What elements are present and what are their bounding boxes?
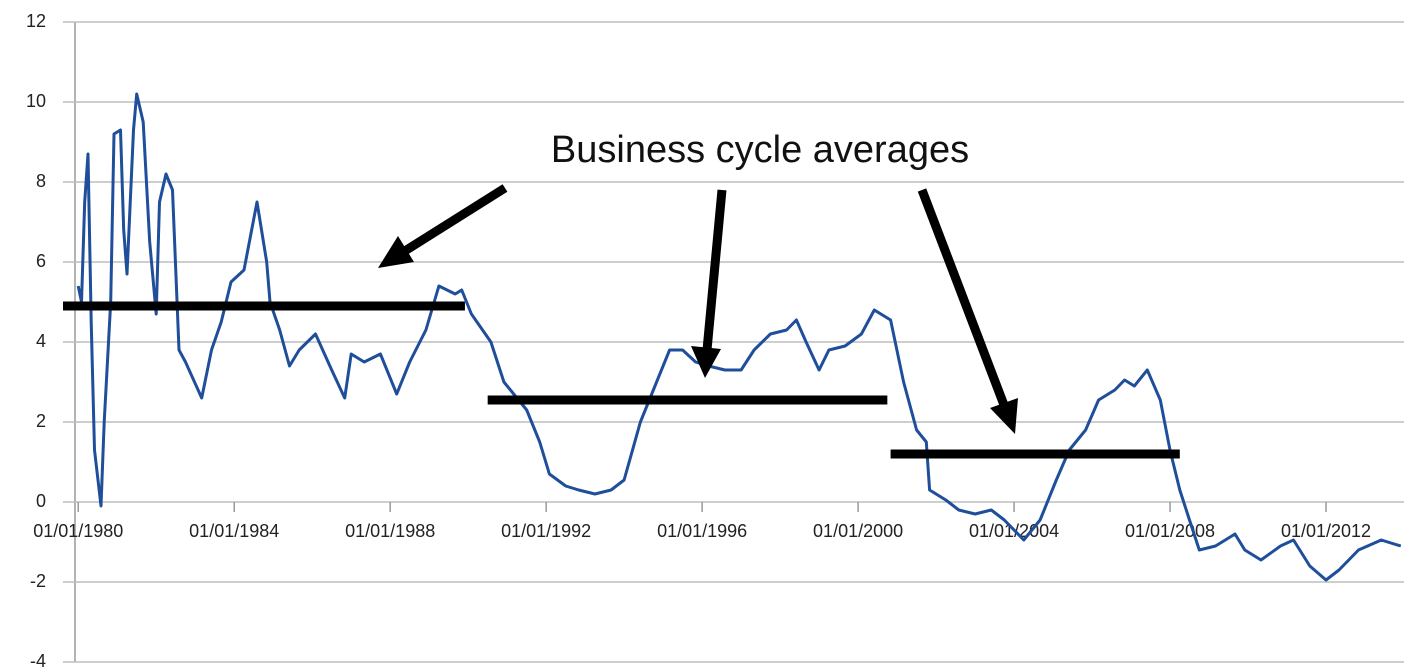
x-tick-label: 01/01/2000 [813, 521, 903, 541]
arrow [397, 184, 508, 258]
arrow-head [691, 346, 721, 378]
arrow [702, 189, 727, 351]
y-tick-label: -2 [30, 571, 46, 591]
arrow-head [378, 236, 414, 268]
x-tick-label: 01/01/1996 [657, 521, 747, 541]
annotation: Business cycle averages [551, 129, 969, 171]
x-tick-label: 01/01/2008 [1125, 521, 1215, 541]
y-tick-label: 10 [26, 91, 46, 111]
x-tick-label: 01/01/1984 [189, 521, 279, 541]
y-tick-label: 8 [36, 171, 46, 191]
x-tick-label: 01/01/1980 [33, 521, 123, 541]
arrows [378, 184, 1018, 434]
y-tick-label: 12 [26, 11, 46, 31]
y-tick-label: 2 [36, 411, 46, 431]
y-tick-label: -4 [30, 651, 46, 671]
arrow [917, 188, 1009, 407]
x-tick-label: 01/01/1988 [345, 521, 435, 541]
y-tick-label: 0 [36, 491, 46, 511]
arrow-head [990, 398, 1018, 434]
y-tick-label: 6 [36, 251, 46, 271]
x-tick-label: 01/01/1992 [501, 521, 591, 541]
y-tick-label: 4 [36, 331, 46, 351]
plot: -4 -2 0 2 4 6 8 10 12 01/01/1980 01/01/1984 01/01/1… [26, 11, 1404, 671]
x-tick-label: 01/01/2012 [1281, 521, 1371, 541]
series-line [76, 92, 1402, 582]
